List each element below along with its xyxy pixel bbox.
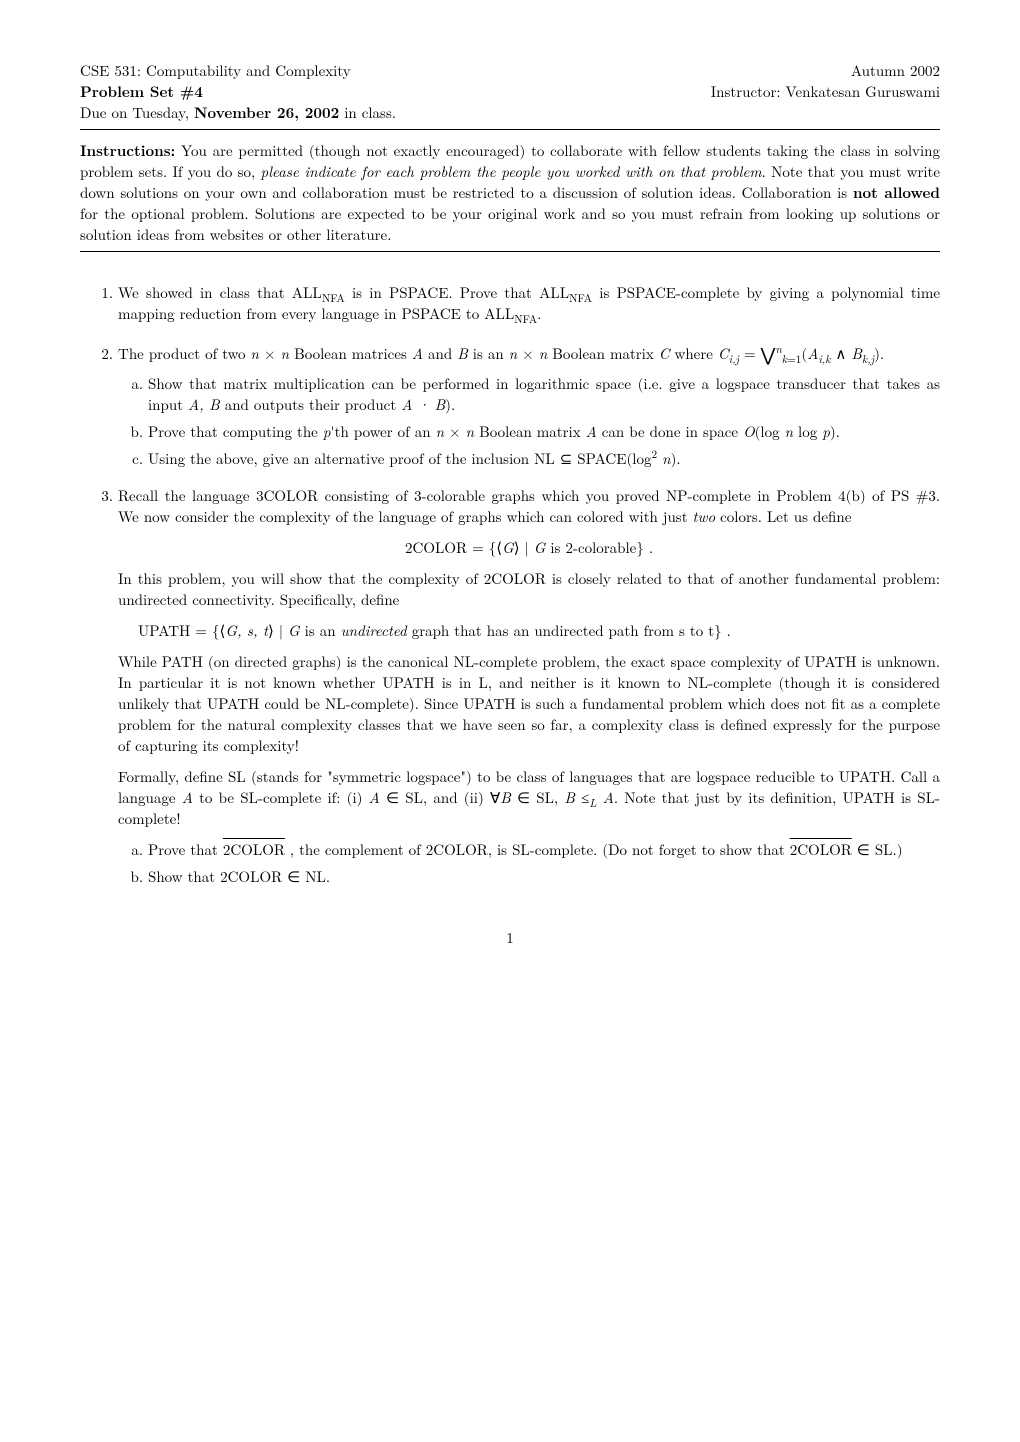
instructions-block: Instructions: You are permitted (though … bbox=[80, 140, 940, 245]
problem-2b: Prove that computing the p'th power of a… bbox=[148, 421, 940, 442]
bottom-rule bbox=[80, 251, 940, 252]
page-number: 1 bbox=[80, 927, 940, 948]
course-title: CSE 531: Computability and Complexity bbox=[80, 60, 396, 81]
problem-3-para3: While PATH (on directed graphs) is the c… bbox=[118, 651, 940, 756]
top-rule bbox=[80, 129, 940, 130]
problem-2a: Show that matrix multiplication can be p… bbox=[148, 373, 940, 415]
problem-3a: Prove that 2COLOR , the complement of 2C… bbox=[148, 839, 940, 860]
display-upath: UPATH = {⟨G, s, t⟩ | G is an undirected … bbox=[118, 620, 940, 641]
problem-3-para2: In this problem, you will show that the … bbox=[118, 568, 940, 610]
term: Autumn 2002 bbox=[711, 60, 940, 81]
problem-3: Recall the language 3COLOR consisting of… bbox=[118, 485, 940, 887]
header-right: Autumn 2002 Instructor: Venkatesan Gurus… bbox=[711, 60, 940, 123]
instructor: Instructor: Venkatesan Guruswami bbox=[711, 81, 940, 102]
problem-2-subparts: Show that matrix multiplication can be p… bbox=[118, 373, 940, 469]
problem-1: We showed in class that ALLNFA is in PSP… bbox=[118, 282, 940, 324]
problem-list: We showed in class that ALLNFA is in PSP… bbox=[80, 282, 940, 887]
instructions-label: Instructions: bbox=[80, 140, 175, 161]
problem-2c: Using the above, give an alternative pro… bbox=[148, 448, 940, 469]
problem-3-para4: Formally, define SL (stands for "symmetr… bbox=[118, 766, 940, 829]
problem-3b: Show that 2COLOR ∈ NL. bbox=[148, 866, 940, 887]
display-2color: 2COLOR = {⟨G⟩ | G is 2-colorable} . bbox=[118, 537, 940, 558]
header-left: CSE 531: Computability and Complexity Pr… bbox=[80, 60, 396, 123]
problem-set-label: Problem Set #4 bbox=[80, 81, 396, 102]
due-line: Due on Tuesday, November 26, 2002 in cla… bbox=[80, 102, 396, 123]
problem-3-subparts: Prove that 2COLOR , the complement of 2C… bbox=[118, 839, 940, 887]
document-header: CSE 531: Computability and Complexity Pr… bbox=[80, 60, 940, 123]
problem-2: The product of two n × n Boolean matrice… bbox=[118, 340, 940, 469]
